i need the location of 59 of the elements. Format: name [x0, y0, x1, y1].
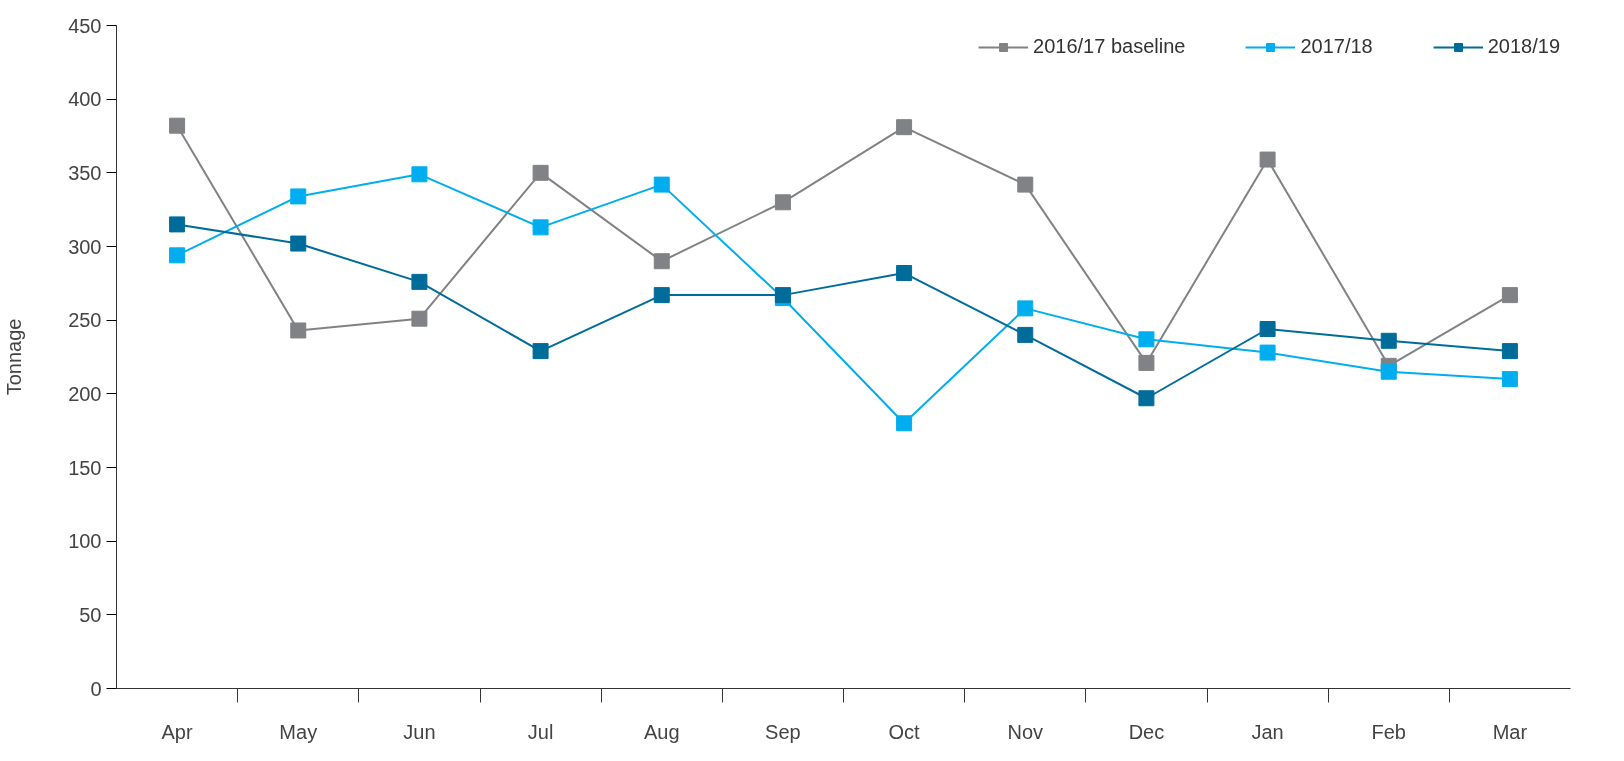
y-tick-label: 50 — [79, 603, 102, 626]
x-tick-label: Jan — [1251, 720, 1284, 743]
point — [1259, 151, 1276, 168]
x-tick-label: Feb — [1371, 720, 1406, 743]
x-tick-label: Aug — [643, 720, 680, 743]
y-tick-label: 450 — [68, 14, 102, 37]
point — [169, 117, 186, 134]
y-tick-label: 300 — [68, 235, 102, 258]
point — [411, 273, 428, 290]
point — [290, 188, 307, 205]
point — [1380, 363, 1397, 380]
x-tick-label: Nov — [1007, 720, 1044, 743]
x-tick-label: Mar — [1492, 720, 1528, 743]
point — [169, 247, 186, 264]
point — [1380, 332, 1397, 349]
point — [1017, 326, 1034, 343]
y-tick-label: 350 — [68, 161, 102, 184]
point — [532, 219, 549, 236]
x-tick-label: Jun — [403, 720, 436, 743]
legend-label: 2016/17 baseline — [1033, 35, 1186, 58]
y-tick-label: 150 — [68, 456, 102, 479]
point — [1501, 287, 1518, 304]
y-tick-label: 200 — [68, 382, 102, 405]
x-tick-label: May — [279, 720, 318, 743]
point — [653, 253, 670, 270]
legend-label: 2017/18 — [1300, 35, 1373, 58]
point — [1501, 343, 1518, 360]
y-axis-title: Tonnage — [3, 318, 26, 396]
y-tick-label: 0 — [90, 677, 102, 700]
point — [411, 310, 428, 327]
point — [653, 287, 670, 304]
point — [290, 322, 307, 339]
point — [896, 119, 913, 136]
x-tick-label: Apr — [161, 720, 193, 743]
x-tick-label: Dec — [1128, 720, 1165, 743]
point — [532, 164, 549, 181]
legend-label: 2018/19 — [1487, 35, 1560, 58]
x-tick-label: Jul — [527, 720, 554, 743]
point — [1017, 300, 1034, 317]
point — [1259, 344, 1276, 361]
point — [169, 216, 186, 233]
point — [532, 343, 549, 360]
point — [411, 166, 428, 183]
point — [1138, 354, 1155, 371]
x-tick-label: Oct — [888, 720, 921, 743]
point — [896, 415, 913, 432]
y-tick-label: 400 — [68, 88, 102, 111]
point — [290, 235, 307, 252]
point — [1501, 371, 1518, 388]
point — [1138, 331, 1155, 348]
point — [1259, 321, 1276, 338]
point — [1138, 390, 1155, 407]
point — [1017, 176, 1034, 193]
y-tick-label: 100 — [68, 530, 102, 553]
point — [653, 176, 670, 193]
x-tick-label: Sep — [765, 720, 801, 743]
point — [896, 265, 913, 282]
y-tick-label: 250 — [68, 309, 102, 332]
point — [774, 194, 791, 211]
